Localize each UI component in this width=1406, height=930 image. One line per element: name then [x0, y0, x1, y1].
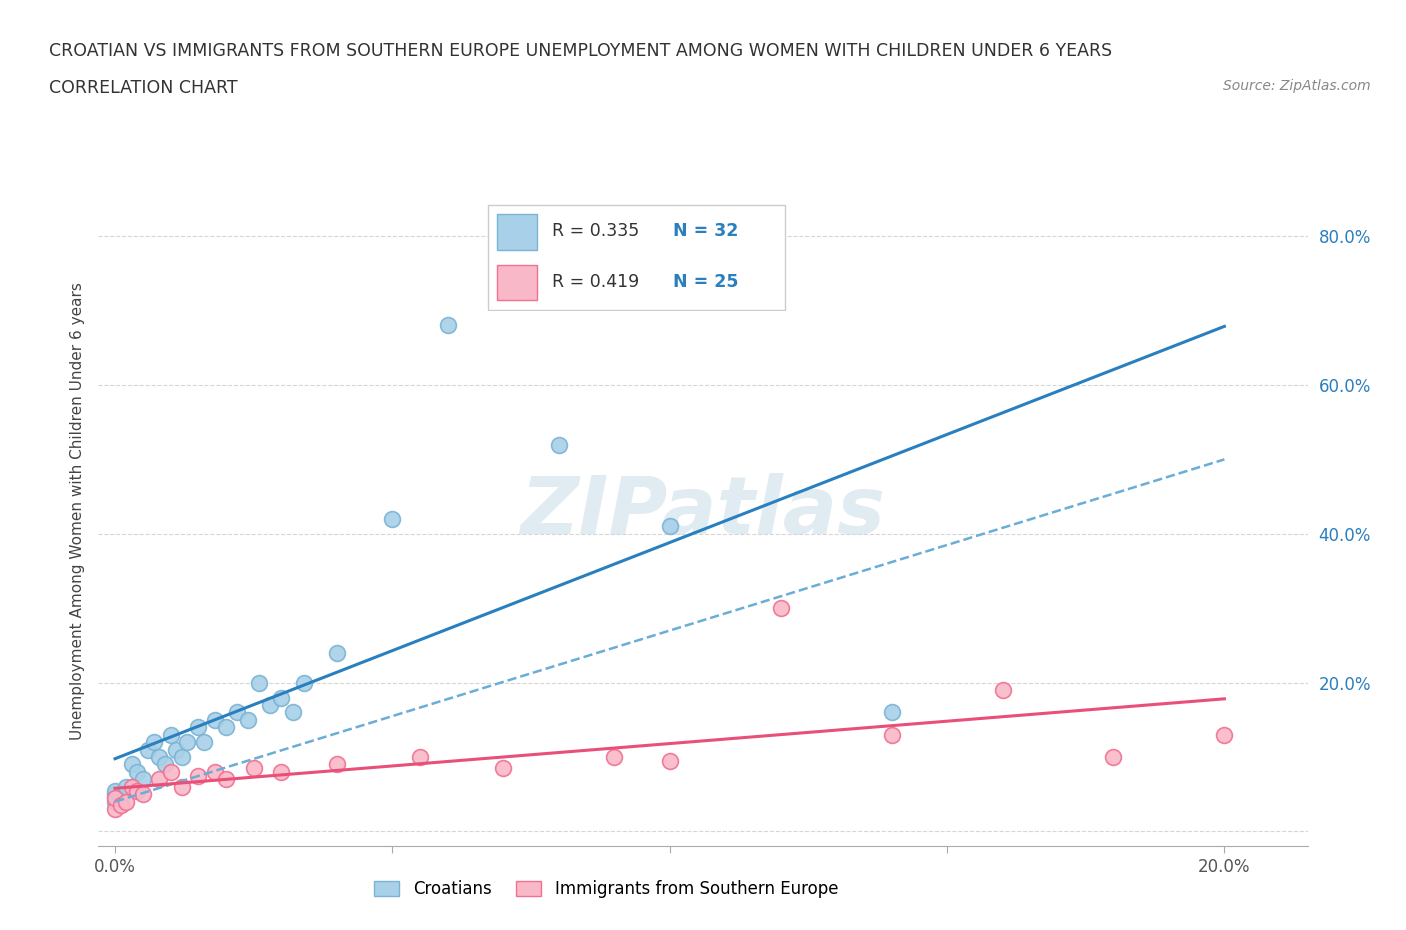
Point: [247, 675, 270, 690]
Point: [104, 783, 127, 798]
Point: [381, 512, 404, 526]
Point: [170, 750, 193, 764]
Point: [165, 742, 187, 757]
Point: [104, 802, 127, 817]
Point: [769, 601, 792, 616]
Text: CROATIAN VS IMMIGRANTS FROM SOUTHERN EUROPE UNEMPLOYMENT AMONG WOMEN WITH CHILDR: CROATIAN VS IMMIGRANTS FROM SOUTHERN EUR…: [49, 42, 1112, 60]
Text: ZIPatlas: ZIPatlas: [520, 472, 886, 551]
Point: [1213, 727, 1236, 742]
Point: [176, 735, 198, 750]
Point: [170, 779, 193, 794]
Point: [281, 705, 304, 720]
Point: [159, 764, 181, 779]
Point: [148, 772, 170, 787]
Point: [121, 779, 143, 794]
Legend: Croatians, Immigrants from Southern Europe: Croatians, Immigrants from Southern Euro…: [367, 873, 845, 905]
Point: [270, 690, 292, 705]
Point: [292, 675, 315, 690]
Point: [215, 720, 238, 735]
Point: [193, 735, 215, 750]
Point: [104, 787, 127, 802]
Point: [115, 779, 138, 794]
Point: [658, 753, 681, 768]
Point: [187, 768, 209, 783]
Text: Source: ZipAtlas.com: Source: ZipAtlas.com: [1223, 79, 1371, 93]
Point: [127, 764, 149, 779]
Point: [658, 519, 681, 534]
Point: [259, 698, 281, 712]
Point: [159, 727, 181, 742]
Point: [187, 720, 209, 735]
Point: [115, 794, 138, 809]
Point: [880, 705, 903, 720]
Point: [603, 750, 626, 764]
Point: [132, 772, 155, 787]
Point: [226, 705, 249, 720]
Point: [204, 712, 226, 727]
Point: [326, 757, 349, 772]
Y-axis label: Unemployment Among Women with Children Under 6 years: Unemployment Among Women with Children U…: [69, 283, 84, 740]
Point: [153, 757, 176, 772]
Point: [127, 783, 149, 798]
Point: [104, 790, 127, 805]
Point: [1102, 750, 1125, 764]
Point: [437, 318, 460, 333]
Point: [132, 787, 155, 802]
Point: [409, 750, 432, 764]
Point: [242, 761, 264, 776]
Point: [215, 772, 238, 787]
Point: [142, 735, 165, 750]
Text: CORRELATION CHART: CORRELATION CHART: [49, 79, 238, 97]
Point: [492, 761, 515, 776]
Point: [270, 764, 292, 779]
Point: [547, 437, 569, 452]
Point: [238, 712, 260, 727]
Point: [991, 683, 1014, 698]
Point: [148, 750, 170, 764]
Point: [121, 757, 143, 772]
Point: [138, 742, 160, 757]
Point: [326, 645, 349, 660]
Point: [110, 798, 132, 813]
Point: [204, 764, 226, 779]
Point: [880, 727, 903, 742]
Point: [104, 794, 127, 809]
